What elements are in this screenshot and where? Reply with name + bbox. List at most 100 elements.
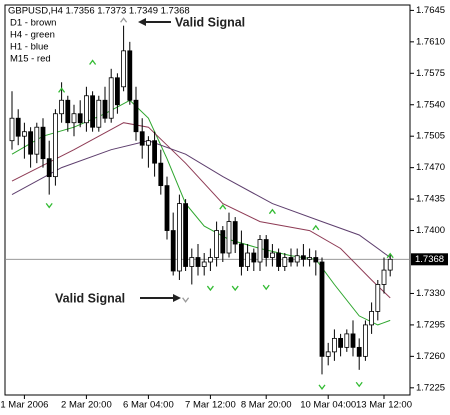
x-tick-label: 6 Mar 04:00 xyxy=(123,400,174,411)
candle-body xyxy=(145,140,151,146)
candle-body xyxy=(77,113,83,124)
candle-body xyxy=(201,261,207,267)
candle-body xyxy=(307,257,313,260)
candle-body xyxy=(71,113,77,124)
candle-body xyxy=(53,113,58,178)
chart-header: GBPUSD,H4 1.7356 1.7373 1.7349 1.7368 xyxy=(8,6,190,17)
candle-body xyxy=(133,99,139,133)
candle-body xyxy=(115,77,120,106)
candle-body xyxy=(207,257,213,263)
signal-marker xyxy=(262,284,270,291)
candle-body xyxy=(375,284,381,312)
moving-average xyxy=(11,140,391,258)
y-tick-label: 1.7470 xyxy=(416,162,445,173)
candle-body xyxy=(121,50,126,88)
candle-body xyxy=(313,257,319,263)
price-label: 1.7368 xyxy=(415,254,444,265)
candle-body xyxy=(294,255,300,263)
x-tick-label: 2 Mar 20:00 xyxy=(61,400,112,411)
candle-body xyxy=(276,252,282,267)
candle-body xyxy=(344,333,350,348)
candle-body xyxy=(108,77,114,119)
note: H4 - green xyxy=(10,30,55,41)
note: M15 - red xyxy=(10,54,51,65)
candle-body xyxy=(170,230,176,272)
candle-body xyxy=(220,230,226,254)
candle-body xyxy=(263,239,269,258)
candle-body xyxy=(28,131,34,155)
y-tick-label: 1.7260 xyxy=(416,351,445,362)
candle-body xyxy=(152,140,158,164)
candle-body xyxy=(269,252,275,258)
candle-body xyxy=(300,255,306,260)
candle-body xyxy=(189,257,195,267)
candle-body xyxy=(90,95,95,128)
candle-body xyxy=(338,337,344,348)
candle-body xyxy=(288,257,294,263)
plot-frame xyxy=(4,4,411,396)
signal-marker xyxy=(58,87,66,93)
annotation-arrowhead xyxy=(138,18,146,26)
candle-body xyxy=(127,50,133,101)
candle-body xyxy=(65,99,71,124)
note: H1 - blue xyxy=(10,42,49,53)
price-box xyxy=(411,253,448,266)
y-tick-label: 1.7435 xyxy=(416,194,445,205)
candle-body xyxy=(350,333,356,348)
annotation-arrowhead xyxy=(173,294,181,302)
candle-body xyxy=(46,158,52,178)
candle-body xyxy=(232,221,238,245)
candle-body xyxy=(369,311,375,326)
candle-body xyxy=(84,95,89,124)
x-tick-label: 7 Mar 12:00 xyxy=(185,400,236,411)
signal-marker xyxy=(120,17,128,23)
signal-marker xyxy=(318,384,326,390)
y-tick-label: 1.7330 xyxy=(416,288,445,299)
candle-body xyxy=(139,131,145,146)
candle-body xyxy=(40,126,46,160)
x-tick-label: 8 Mar 20:00 xyxy=(241,400,292,411)
signal-marker xyxy=(89,59,97,65)
candle-body xyxy=(102,99,108,119)
candle-body xyxy=(331,337,337,353)
candle-body xyxy=(356,346,362,357)
y-tick-label: 1.7505 xyxy=(416,131,445,142)
candle-body xyxy=(15,117,21,137)
candle-body xyxy=(325,351,331,357)
annotation: Valid Signal xyxy=(175,15,245,29)
candle-body xyxy=(195,257,201,267)
moving-average xyxy=(11,122,391,299)
candle-body xyxy=(282,257,288,267)
signal-marker xyxy=(268,208,276,215)
candle-body xyxy=(214,230,220,258)
y-tick-label: 1.7540 xyxy=(416,99,445,110)
candle-body xyxy=(226,221,232,254)
candle-body xyxy=(9,117,15,142)
annotation: Valid Signal xyxy=(55,291,125,305)
x-tick-label: 1 Mar 2006 xyxy=(0,400,48,411)
candle-body xyxy=(158,162,164,187)
candle-body xyxy=(34,126,40,155)
candle-body xyxy=(238,243,244,267)
y-tick-label: 1.7295 xyxy=(416,319,445,330)
y-tick-label: 1.7225 xyxy=(416,382,445,393)
candle-body xyxy=(164,185,170,231)
candle-body xyxy=(319,261,325,357)
candle-body xyxy=(257,239,263,263)
signal-marker xyxy=(312,224,320,231)
candle-body xyxy=(381,269,387,285)
candle-body xyxy=(387,258,393,271)
candle-body xyxy=(59,99,64,115)
candle-body xyxy=(183,203,189,267)
y-tick-label: 1.7610 xyxy=(416,36,445,47)
y-tick-label: 1.7575 xyxy=(416,68,445,79)
y-tick-label: 1.7645 xyxy=(416,5,445,16)
note: D1 - brown xyxy=(10,18,56,29)
y-tick-label: 1.7400 xyxy=(416,225,445,236)
signal-marker xyxy=(206,285,214,292)
candle-body xyxy=(21,131,27,137)
candle-body xyxy=(251,252,257,263)
signal-marker xyxy=(219,204,227,210)
x-tick-label: 13 Mar 12:00 xyxy=(356,400,412,411)
